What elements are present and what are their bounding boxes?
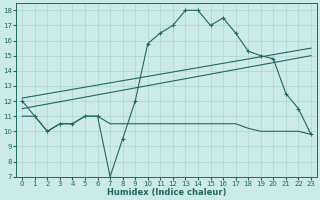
X-axis label: Humidex (Indice chaleur): Humidex (Indice chaleur) bbox=[107, 188, 226, 197]
